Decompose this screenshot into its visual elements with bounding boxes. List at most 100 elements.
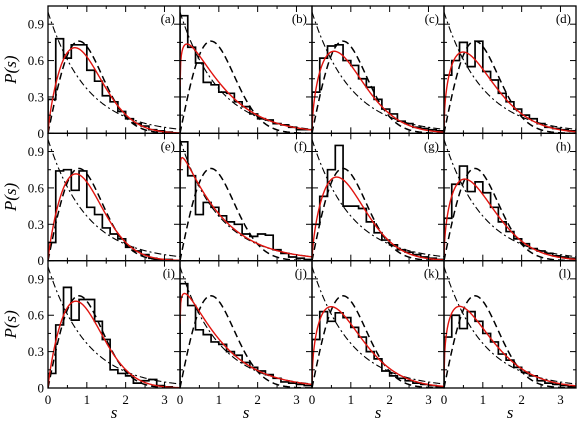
poisson-curve: [312, 139, 444, 258]
panel-plot-area: [180, 139, 312, 261]
brody-fit-curve: [48, 46, 180, 134]
panel-label: (e): [161, 138, 175, 153]
x-tick-label: 1: [84, 392, 91, 407]
y-tick-label: 0.3: [28, 217, 44, 232]
panel-plot-area: [312, 266, 444, 388]
panel-plot-area: [312, 139, 444, 261]
panel-plot-area: [444, 139, 576, 261]
brody-fit-curve: [48, 300, 180, 388]
histogram-bars: [312, 144, 444, 261]
panel-frame: [47, 260, 181, 389]
x-tick-label: 2: [254, 392, 261, 407]
panel-plot-area: [48, 266, 180, 388]
panel-c: (c): [311, 5, 445, 134]
brody-fit-curve: [444, 178, 576, 261]
panel-plot-area: [444, 266, 576, 388]
panel-label: (i): [163, 266, 175, 281]
histogram-bars: [312, 43, 444, 134]
panel-plot-area: [180, 11, 312, 134]
poisson-curve: [180, 139, 312, 258]
x-tick-label: 0: [177, 392, 184, 407]
panel-label: (b): [292, 11, 307, 26]
y-axis-label: P(s): [1, 183, 20, 213]
goe-curve: [312, 40, 444, 134]
goe-curve: [48, 40, 180, 134]
histogram-bars: [48, 286, 180, 388]
panel-label: (j): [295, 266, 307, 281]
poisson-curve: [444, 266, 576, 385]
panel-f: (f): [179, 132, 313, 262]
goe-curve: [180, 295, 312, 388]
brody-fit-curve: [444, 51, 576, 133]
poisson-curve: [180, 11, 312, 130]
brody-fit-curve: [444, 305, 576, 387]
histogram-bars: [180, 282, 312, 388]
brody-fit-curve: [312, 305, 444, 388]
panel-frame: [179, 132, 313, 262]
poisson-curve: [444, 11, 576, 130]
panel-a: (a): [47, 5, 181, 134]
goe-curve: [180, 40, 312, 134]
panel-label: (g): [424, 138, 439, 153]
x-tick-label: 0: [441, 392, 448, 407]
x-tick-label: 3: [425, 392, 432, 407]
y-tick-label: 0.9: [28, 17, 44, 32]
x-tick-label: 3: [557, 392, 564, 407]
y-tick-label: 0.3: [28, 344, 44, 359]
brody-fit-curve: [180, 156, 312, 258]
y-tick-label: 0: [38, 253, 45, 268]
panel-i: (i): [47, 260, 181, 389]
panel-label: (l): [559, 266, 571, 281]
panel-plot-area: [312, 11, 444, 134]
goe-curve: [48, 167, 180, 261]
panel-label: (a): [161, 11, 175, 26]
axis-labels-group: 0 0.3 0.6 0.9 P(s) 0 0.3 0.6 0.9 P(s) 0 0.3 0.6 0.9 0 1…: [1, 17, 564, 422]
histogram-bars: [180, 140, 312, 261]
panel-label: (f): [294, 138, 307, 153]
panel-frame: [179, 260, 313, 389]
goe-curve: [444, 167, 576, 261]
poisson-curve: [444, 139, 576, 258]
goe-curve: [48, 295, 180, 388]
x-tick-label: 0: [309, 392, 316, 407]
x-axis-label: s: [243, 403, 250, 422]
y-tick-label: 0.6: [28, 180, 45, 195]
y-axis-label: P(s): [1, 55, 20, 85]
goe-curve: [444, 295, 576, 388]
panel-plot-area: [48, 139, 180, 261]
panel-label: (h): [556, 138, 571, 153]
goe-curve: [180, 167, 312, 261]
panel-l: (l): [443, 260, 577, 389]
x-tick-label: 1: [216, 392, 223, 407]
goe-curve: [312, 167, 444, 261]
goe-curve: [312, 295, 444, 388]
poisson-curve: [48, 11, 180, 130]
x-tick-label: 0: [45, 392, 52, 407]
y-tick-label: 0.6: [28, 308, 45, 323]
panel-d: (d): [443, 5, 577, 134]
x-axis-label: s: [111, 403, 118, 422]
histogram-bars: [444, 310, 576, 388]
y-tick-label: 0.6: [28, 53, 45, 68]
panel-j: (j): [179, 260, 313, 389]
poisson-curve: [312, 11, 444, 130]
goe-curve: [444, 40, 576, 134]
panels-group: (a) (b) (c) (d) (e) (f) (g) (h) (i) (j) (k) (l): [47, 5, 577, 389]
y-tick-label: 0.3: [28, 89, 44, 104]
y-tick-label: 0: [38, 381, 45, 396]
histogram-bars: [312, 310, 444, 388]
panel-label: (k): [424, 266, 439, 281]
brody-fit-curve: [180, 43, 312, 131]
panel-b: (b): [179, 5, 313, 134]
x-tick-label: 3: [161, 392, 168, 407]
y-tick-label: 0.9: [28, 144, 44, 159]
x-axis-label: s: [375, 403, 382, 422]
x-tick-label: 2: [122, 392, 129, 407]
panel-plot-area: [444, 11, 576, 134]
x-tick-label: 2: [518, 392, 525, 407]
panel-h: (h): [443, 132, 577, 262]
brody-fit-curve: [312, 50, 444, 133]
x-tick-label: 1: [348, 392, 355, 407]
panel-g: (g): [311, 132, 445, 262]
